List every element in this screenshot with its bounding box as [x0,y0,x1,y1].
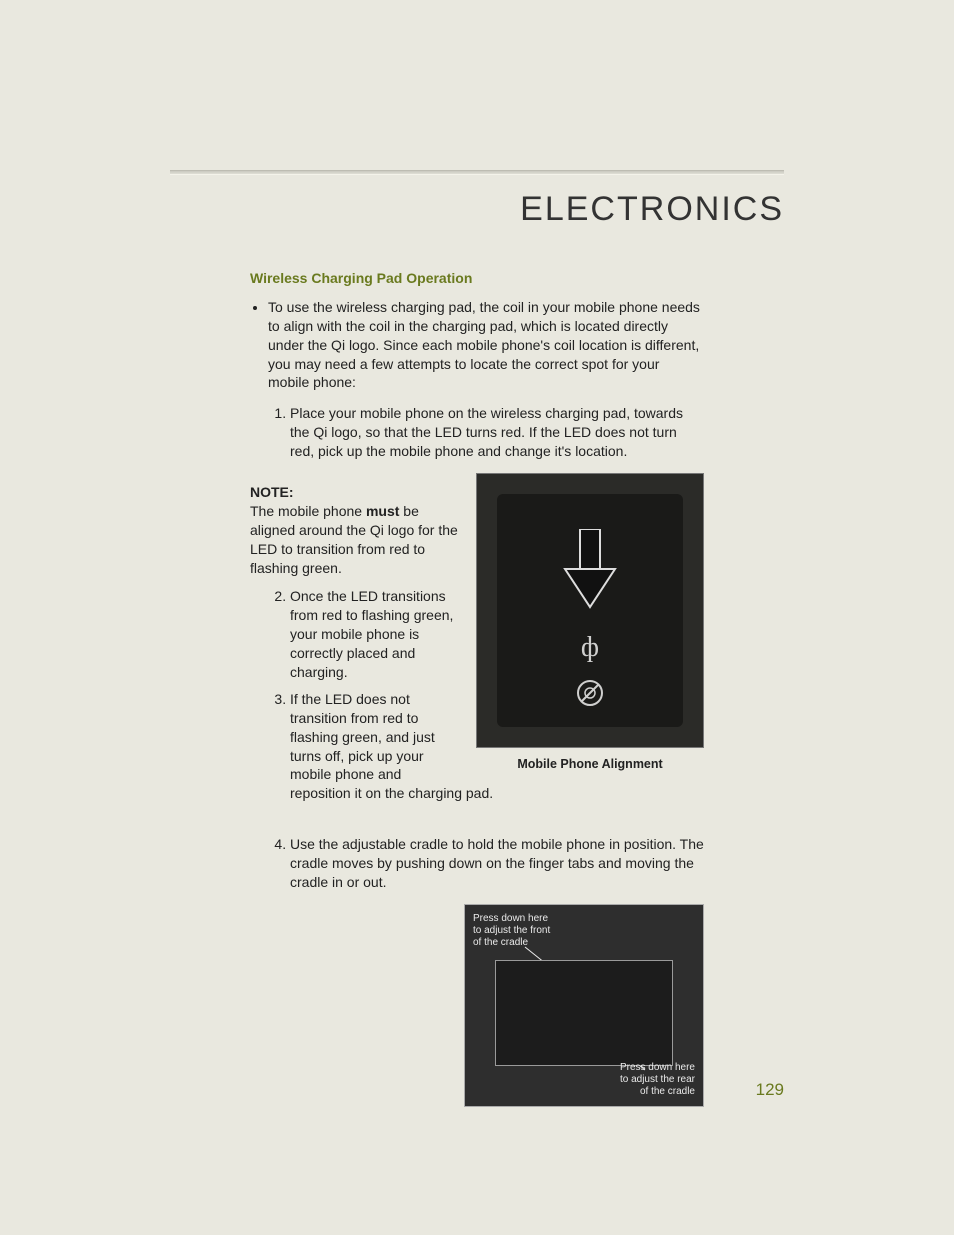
intro-bullet: To use the wireless charging pad, the co… [268,298,704,392]
intro-bullet-list: To use the wireless charging pad, the co… [250,298,704,392]
figure-2-label-bottom: Press down here to adjust the rear of th… [585,1062,695,1098]
qi-logo-icon: ф [581,629,599,667]
document-page: ELECTRONICS Wireless Charging Pad Operat… [0,0,954,1235]
note-text-bold: must [366,503,399,519]
content-area: Wireless Charging Pad Operation To use t… [250,269,704,1107]
steps-list-top: Place your mobile phone on the wireless … [250,404,704,461]
note-text-pre: The mobile phone [250,503,366,519]
figure-1-caption: Mobile Phone Alignment [476,756,704,773]
steps-list-bottom: Use the adjustable cradle to hold the mo… [250,835,704,892]
figure-1: ф Mobile Phone Alignment [476,473,704,773]
page-title: ELECTRONICS [170,190,784,229]
figure-2-label-bot-l1: Press down here [620,1062,695,1073]
figure-2: Press down here to adjust the front of t… [464,904,704,1107]
no-metal-icon [576,679,604,712]
figure-2-row: Press down here to adjust the front of t… [250,904,704,1107]
figure-2-tray [495,960,673,1066]
figure-2-label-bot-l3: of the cradle [640,1086,695,1097]
figure-2-label-bot-l2: to adjust the rear [620,1074,695,1085]
step-4: Use the adjustable cradle to hold the mo… [290,835,704,892]
page-number: 129 [756,1080,784,1100]
step-1: Place your mobile phone on the wireless … [290,404,704,461]
down-arrow-icon [560,529,620,614]
section-heading: Wireless Charging Pad Operation [250,269,704,288]
figure-1-image: ф [476,473,704,748]
page-inner: ELECTRONICS Wireless Charging Pad Operat… [170,170,784,1155]
note-and-figure-row: ф Mobile Phone Alignment NOTE: The [250,473,704,815]
